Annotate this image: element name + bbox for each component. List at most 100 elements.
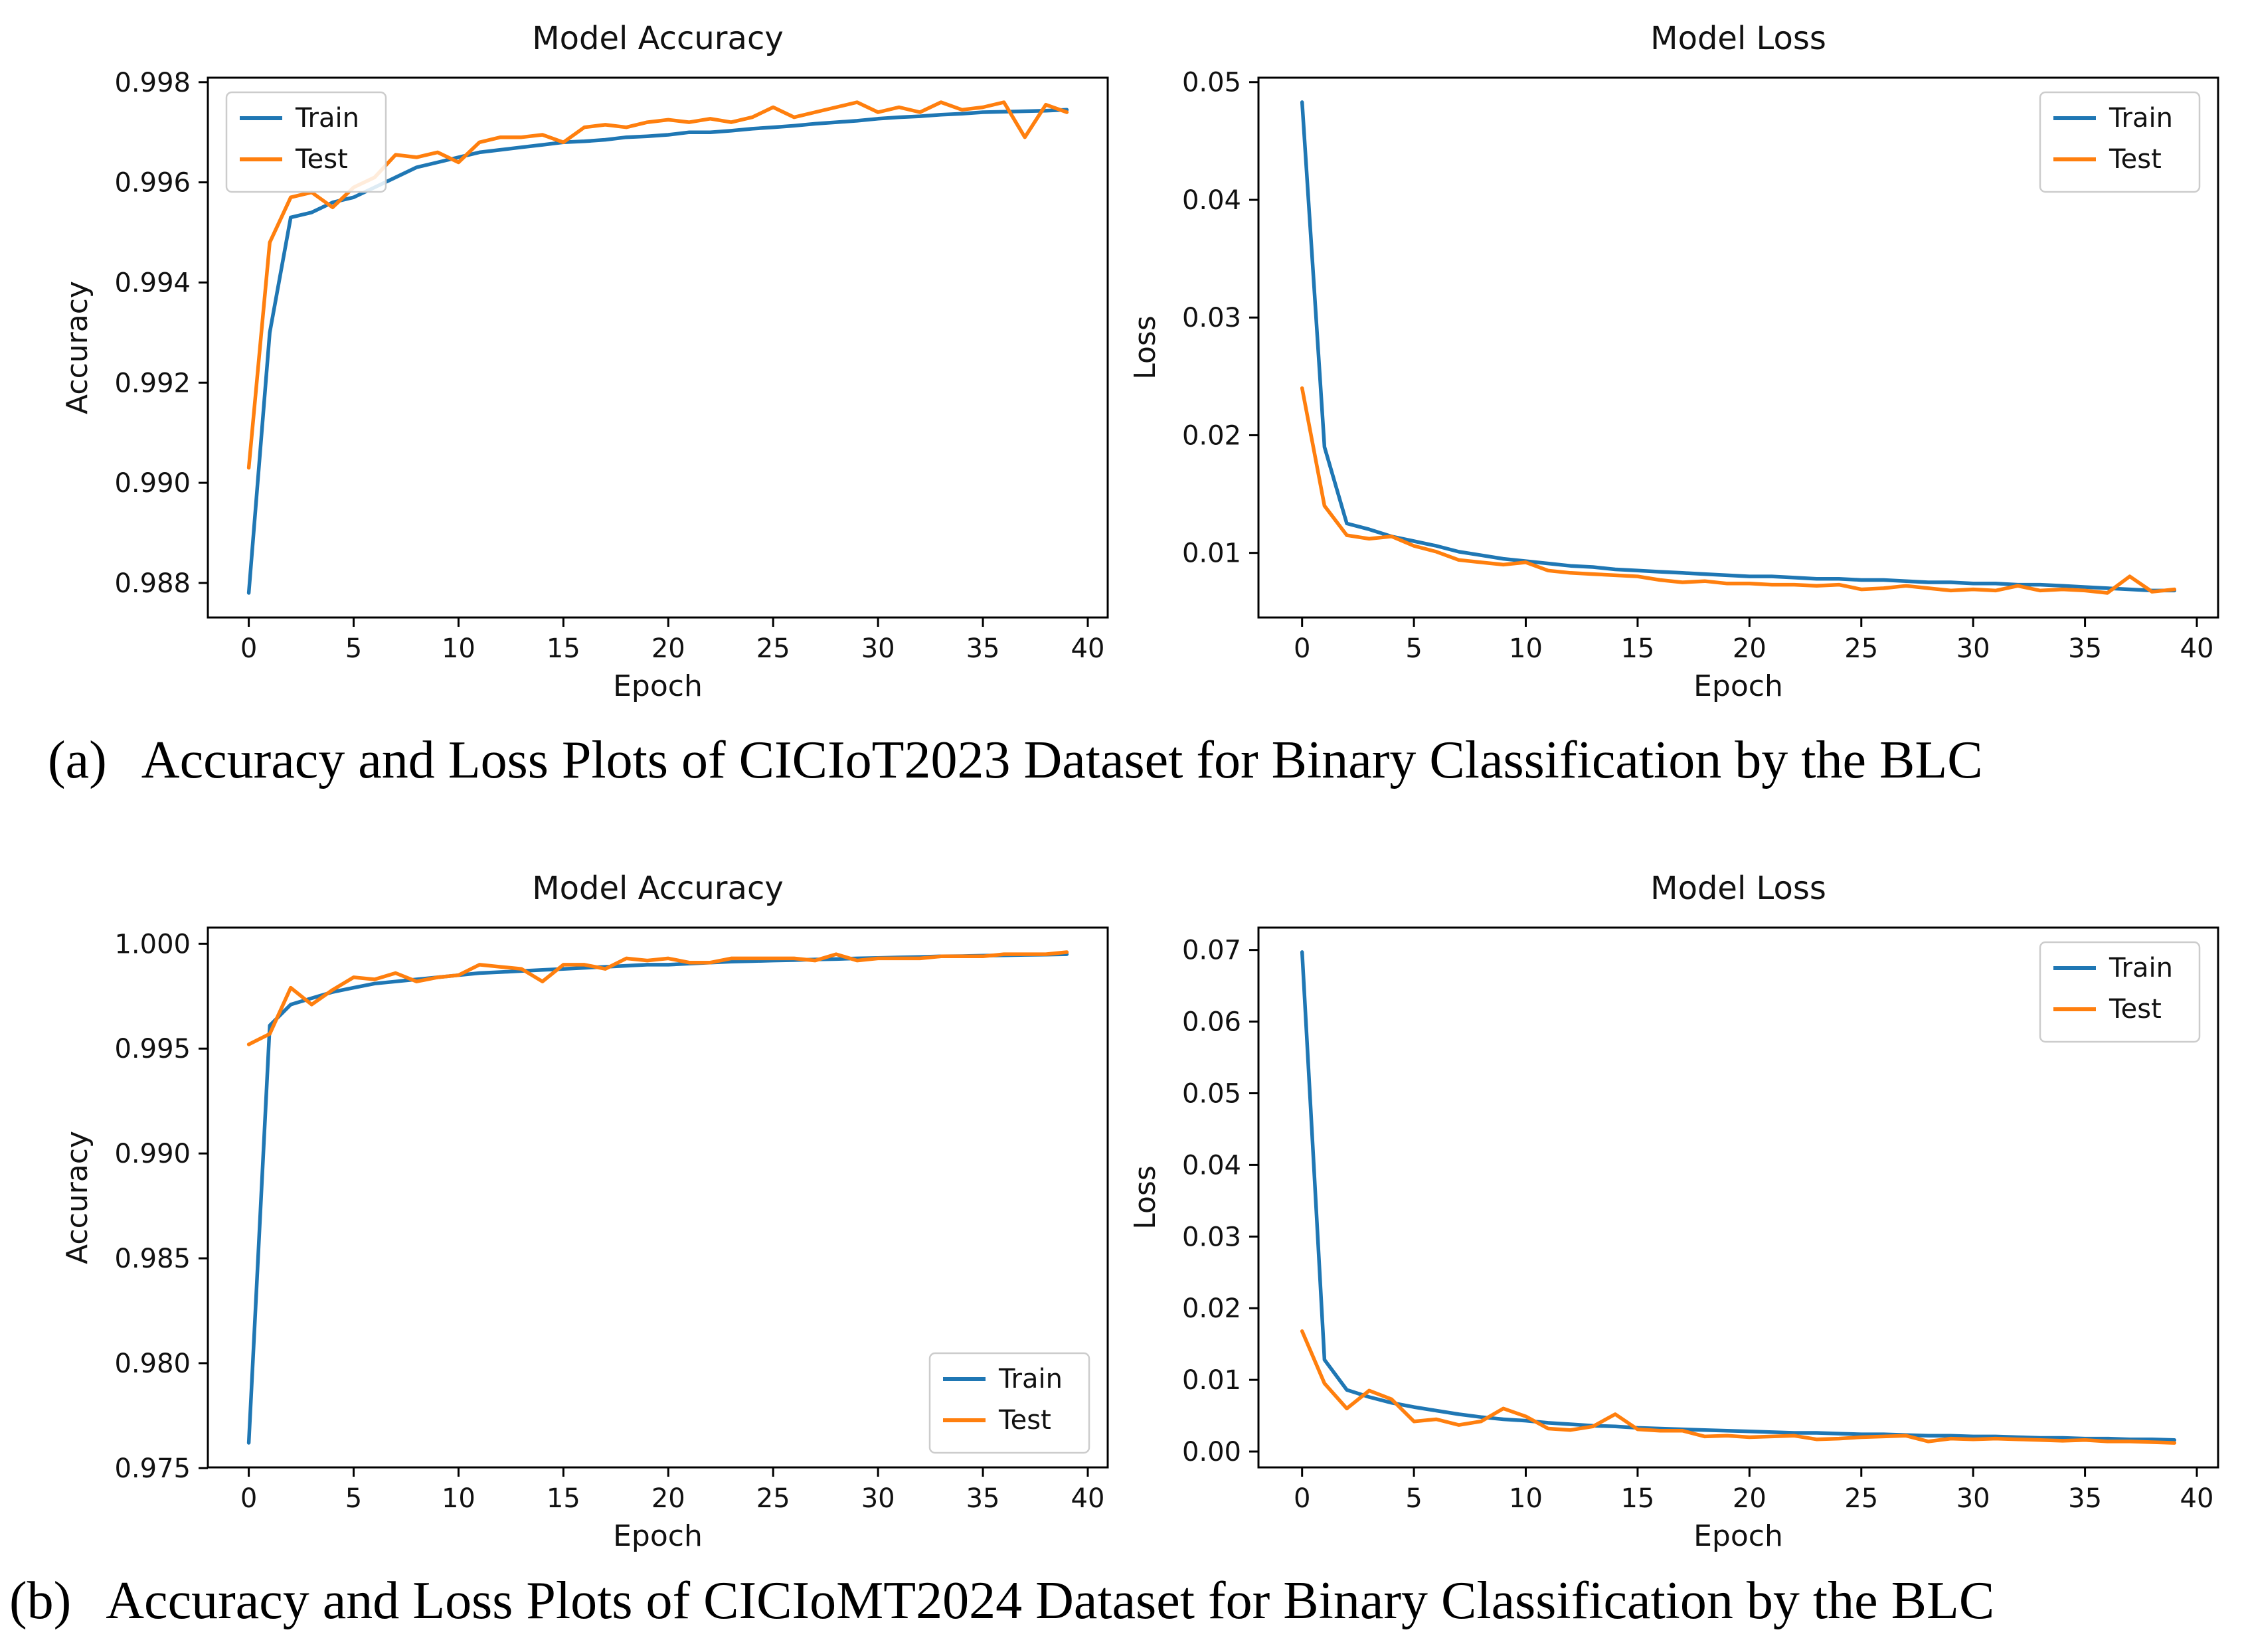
y-axis-label: Accuracy (60, 281, 94, 414)
x-tick-label: 0 (240, 1483, 257, 1514)
chart-loss-ciciot2023: 0.01 0.02 0.03 0.04 0.05 0 5 10 15 20 25 30 35 40 Mode… (1128, 8, 2225, 715)
y-tick-label: 0.05 (1182, 68, 1241, 98)
x-tick-label: 20 (651, 1483, 685, 1514)
legend-label-train: Train (2109, 103, 2173, 133)
x-tick-label: 15 (1620, 633, 1654, 664)
y-tick-label: 0.01 (1182, 1365, 1241, 1396)
y-axis-label: Loss (1129, 315, 1162, 380)
x-tick-label: 15 (547, 1483, 580, 1514)
loss-ciciomt2024-plot: 0.00 0.01 0.02 0.03 0.04 0.05 0.06 0.07 0 5 10 15 20… (1128, 870, 2219, 1553)
legend: Train Test (2039, 941, 2201, 1043)
y-axis-label: Accuracy (60, 1131, 94, 1264)
x-tick-label: 30 (1956, 1483, 1990, 1514)
x-tick-label: 0 (1294, 633, 1310, 664)
y-tick-label: 0.02 (1182, 420, 1241, 451)
chart-title: Model Loss (1650, 870, 1826, 907)
x-tick-label: 15 (547, 633, 580, 664)
legend-label-test: Test (2109, 994, 2162, 1025)
x-tick-label: 25 (756, 1483, 790, 1514)
x-tick-label: 35 (966, 1483, 1000, 1514)
x-tick-label: 30 (1956, 633, 1990, 664)
y-tick-label: 0.990 (114, 468, 191, 499)
chart-accuracy-ciciomt2024: 0.975 0.980 0.985 0.990 0.995 1.000 0 5 10 15 20 25… (19, 858, 1114, 1565)
y-tick-label: 0.975 (114, 1453, 191, 1484)
caption-b: (b) Accuracy and Loss Plots of CICIoMT202… (0, 1571, 2242, 1631)
y-tick-label: 0.05 (1182, 1078, 1241, 1109)
y-tick-label: 0.995 (114, 1034, 191, 1064)
y-tick-label: 0.03 (1182, 1222, 1241, 1252)
y-tick-label: 0.04 (1182, 1150, 1241, 1181)
chart-title: Model Accuracy (532, 870, 784, 907)
loss-ciciot2023-plot: 0.01 0.02 0.03 0.04 0.05 0 5 10 15 20 25 30 35 40 Mode… (1128, 20, 2219, 703)
chart-title: Model Loss (1650, 20, 1826, 57)
y-tick-label: 0.07 (1182, 936, 1241, 966)
caption-a: (a) Accuracy and Loss Plots of CICIoT2023… (0, 730, 2242, 791)
x-tick-label: 35 (2068, 633, 2102, 664)
accuracy-ciciomt2024-plot: 0.975 0.980 0.985 0.990 0.995 1.000 0 5 10 15 20 25… (60, 870, 1109, 1553)
y-tick-label: 0.992 (114, 368, 191, 398)
x-tick-label: 20 (651, 633, 685, 664)
y-tick-label: 0.00 (1182, 1437, 1241, 1467)
legend-label-train: Train (998, 1364, 1063, 1394)
x-tick-label: 40 (2180, 1483, 2214, 1514)
x-axis-label: Epoch (613, 1519, 703, 1553)
y-tick-label: 0.06 (1182, 1007, 1241, 1038)
plot-area-border (1257, 76, 2219, 619)
series-train-line (1300, 100, 2177, 593)
series-test-line (1300, 386, 2177, 595)
y-tick-label: 0.980 (114, 1349, 191, 1379)
x-tick-label: 15 (1620, 1483, 1654, 1514)
x-tick-label: 20 (1733, 1483, 1767, 1514)
legend: Train Test (225, 91, 387, 193)
x-tick-label: 25 (1844, 633, 1878, 664)
y-tick-label: 0.994 (114, 268, 191, 298)
x-tick-label: 25 (1844, 1483, 1878, 1514)
x-tick-label: 0 (240, 633, 257, 664)
legend-label-test: Test (295, 144, 348, 175)
y-tick-label: 0.985 (114, 1244, 191, 1274)
x-tick-label: 5 (345, 633, 362, 664)
y-tick-label: 0.990 (114, 1139, 191, 1169)
x-axis-label: Epoch (613, 669, 703, 703)
x-tick-label: 40 (2180, 633, 2214, 664)
x-axis-label: Epoch (1693, 1519, 1783, 1553)
y-tick-label: 0.02 (1182, 1293, 1241, 1324)
chart-accuracy-ciciot2023: 0.988 0.990 0.992 0.994 0.996 0.998 0 5 10 15 20 25… (19, 8, 1114, 715)
y-tick-label: 1.000 (114, 929, 191, 959)
caption-a-text: Accuracy and Loss Plots of CICIoT2023 Da… (141, 731, 1983, 789)
x-tick-label: 25 (756, 633, 790, 664)
legend: Train Test (928, 1352, 1090, 1454)
x-tick-label: 10 (442, 633, 475, 664)
plot-area-border (207, 76, 1109, 619)
legend-label-train: Train (295, 103, 359, 133)
x-tick-label: 10 (1509, 633, 1543, 664)
series-train-line (1300, 950, 2177, 1442)
caption-a-label: (a) (48, 731, 107, 789)
caption-b-text: Accuracy and Loss Plots of CICIoMT2024 D… (106, 1572, 1995, 1630)
x-tick-label: 5 (345, 1483, 362, 1514)
y-axis-label: Loss (1129, 1165, 1162, 1230)
chart-loss-ciciomt2024: 0.00 0.01 0.02 0.03 0.04 0.05 0.06 0.07 0 5 10 15 20… (1128, 858, 2225, 1565)
x-axis-label: Epoch (1693, 669, 1783, 703)
x-tick-label: 20 (1733, 633, 1767, 664)
y-tick-label: 0.996 (114, 168, 191, 199)
y-tick-label: 0.03 (1182, 303, 1241, 333)
chart-title: Model Accuracy (532, 20, 784, 57)
x-tick-label: 40 (1071, 633, 1105, 664)
y-tick-label: 0.998 (114, 68, 191, 98)
x-tick-label: 10 (1509, 1483, 1543, 1514)
x-tick-label: 40 (1071, 1483, 1105, 1514)
x-tick-label: 35 (2068, 1483, 2102, 1514)
legend-label-train: Train (2109, 953, 2173, 983)
x-tick-label: 5 (1405, 1483, 1422, 1514)
x-tick-label: 35 (966, 633, 1000, 664)
x-tick-label: 30 (861, 1483, 895, 1514)
y-tick-label: 0.04 (1182, 185, 1241, 216)
caption-b-label: (b) (9, 1572, 72, 1630)
legend-label-test: Test (998, 1405, 1051, 1436)
series-test-line (1300, 1329, 2177, 1445)
x-tick-label: 0 (1294, 1483, 1310, 1514)
plot-area-border (207, 926, 1109, 1469)
x-tick-label: 5 (1405, 633, 1422, 664)
x-tick-label: 30 (861, 633, 895, 664)
